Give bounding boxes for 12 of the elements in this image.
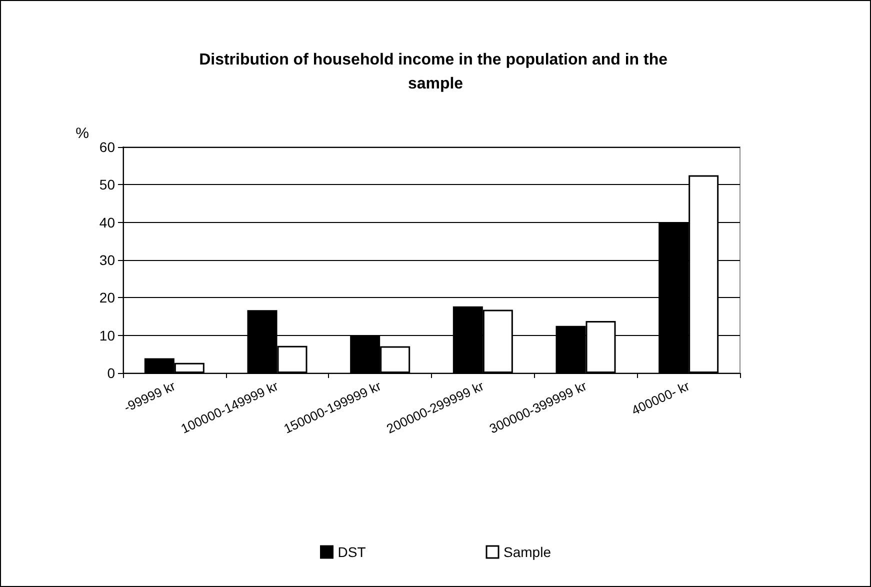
- y-tick-label: 60: [99, 139, 116, 155]
- y-tick-label: 30: [99, 252, 116, 268]
- legend-label: Sample: [504, 544, 552, 560]
- chart-title: Distribution of household income in the population and in the sample: [199, 52, 672, 92]
- y-tick-label: 40: [99, 214, 116, 230]
- y-tick-label: 10: [99, 327, 116, 344]
- y-tick-label: 0: [107, 365, 116, 381]
- x-tick-label: -99999 kr: [122, 378, 178, 416]
- legend-label: DST: [338, 544, 366, 560]
- y-tick-label: 50: [99, 176, 116, 193]
- y-axis-title: %: [76, 125, 89, 142]
- y-tick-label: 20: [99, 290, 116, 306]
